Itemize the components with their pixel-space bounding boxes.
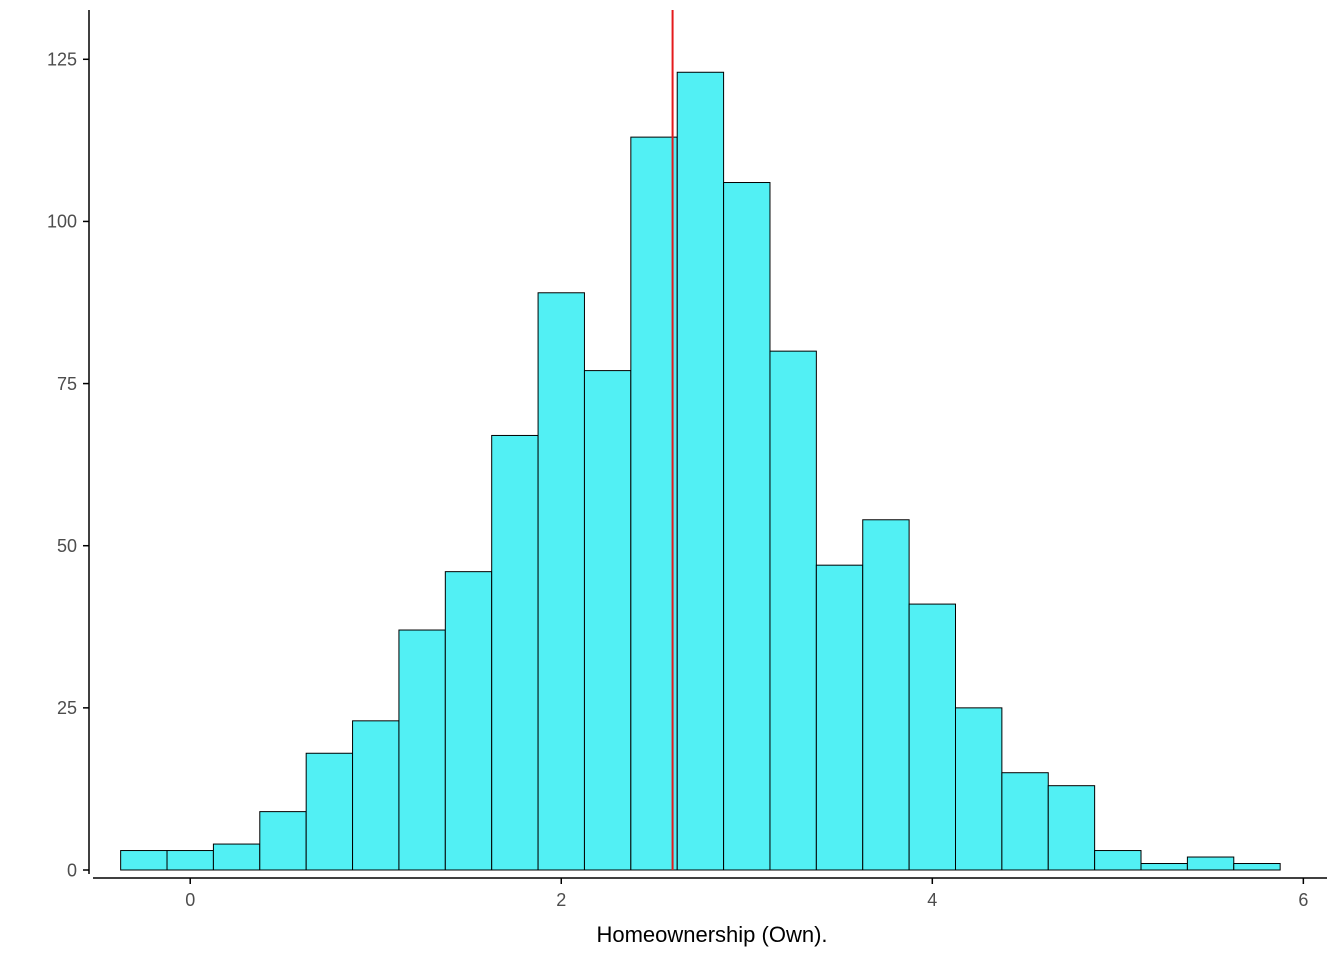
histogram-bar: [816, 565, 862, 870]
histogram-bar: [631, 137, 677, 870]
histogram-bar: [1095, 851, 1141, 870]
y-tick-label: 75: [57, 374, 77, 394]
y-tick-label: 50: [57, 536, 77, 556]
histogram-bar: [1048, 786, 1094, 870]
histogram-bar: [584, 371, 630, 870]
histogram-bar: [1234, 864, 1280, 870]
histogram-bar: [1141, 864, 1187, 870]
chart-svg: 0 2 4 6 0 25 50 75 100 125 Homeownership (Own).: [0, 0, 1344, 960]
histogram-bar: [121, 851, 167, 870]
x-tick-label: 4: [927, 890, 937, 910]
histogram-bar: [863, 520, 909, 870]
y-tick-label: 125: [47, 50, 77, 70]
histogram-chart: 0 2 4 6 0 25 50 75 100 125 Homeownership (Own).: [0, 0, 1344, 960]
x-axis-label: Homeownership (Own).: [596, 922, 827, 947]
histogram-bar: [909, 604, 955, 870]
histogram-bar: [492, 435, 538, 870]
histogram-bar: [167, 851, 213, 870]
histogram-bar: [770, 351, 816, 870]
y-tick-label: 25: [57, 698, 77, 718]
histogram-bar: [1187, 857, 1233, 870]
histogram-bar: [353, 721, 399, 870]
histogram-bar: [955, 708, 1001, 870]
histogram-bar: [538, 293, 584, 870]
histogram-bar: [306, 753, 352, 870]
histogram-bar: [445, 572, 491, 870]
histogram-bar: [213, 844, 259, 870]
y-tick-label: 0: [67, 860, 77, 880]
x-tick-label: 6: [1298, 890, 1308, 910]
histogram-bar: [399, 630, 445, 870]
x-tick-label: 2: [556, 890, 566, 910]
histogram-bar: [677, 72, 723, 870]
y-tick-label: 100: [47, 212, 77, 232]
histogram-bar: [1002, 773, 1048, 870]
histogram-bar: [724, 183, 770, 870]
x-tick-label: 0: [185, 890, 195, 910]
histogram-bar: [260, 812, 306, 870]
